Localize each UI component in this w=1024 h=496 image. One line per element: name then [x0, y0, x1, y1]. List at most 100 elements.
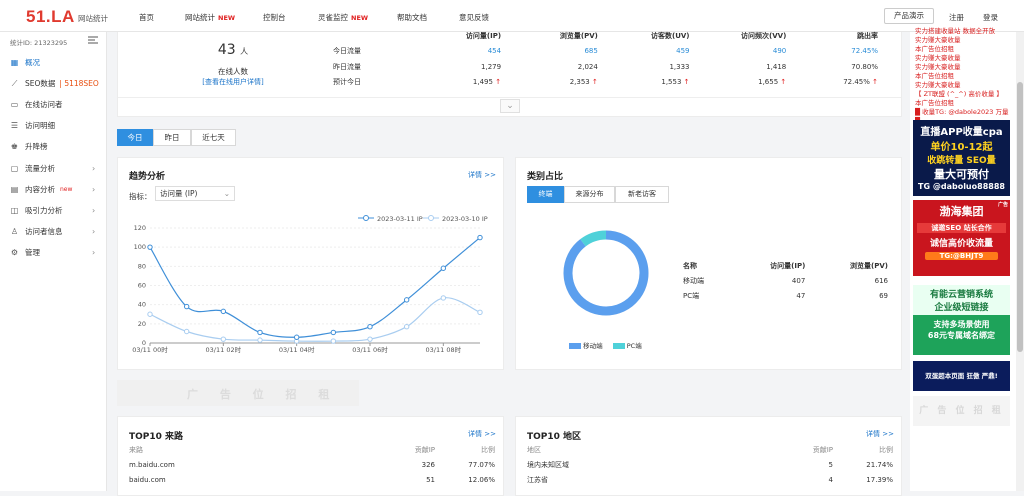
data-point [403, 297, 410, 303]
y-tick-label: 60 [138, 282, 146, 290]
device-donut-chart [563, 230, 649, 316]
gear-icon: ⚙ [10, 247, 19, 257]
scrollbar-thumb[interactable] [1017, 82, 1023, 352]
user-icon: ♙ [10, 226, 19, 236]
region-header-row: 地区 贡献IP 比例 [527, 445, 893, 454]
arrow-up-icon: ↑ [589, 78, 598, 87]
stats-header-row: 访问量(IP) 浏览量(PV) 访客数(UV) 访问频次(VV) 跳出率 [465, 31, 878, 40]
table-row[interactable]: baidu.com 51 12.06% [129, 475, 495, 484]
y-tick-label: 0 [142, 339, 146, 347]
sidebar-item-detail[interactable]: ☰ 访问明细 [10, 120, 55, 130]
data-point [330, 329, 337, 336]
data-point [440, 295, 447, 301]
text-ads[interactable]: 实力搭建收量站 数据全开放 实力赚大豪收量 本广告位招租 实力赚大豪收量 实力赚… [915, 27, 1009, 125]
site-logo[interactable]: 51.LA [26, 7, 75, 26]
legend-marker [363, 215, 369, 221]
sidebar-item-rank[interactable]: ♚ 升降榜 [10, 141, 48, 151]
source-header-row: 来路 贡献IP 比例 [129, 445, 495, 454]
tab-today[interactable]: 今日 [117, 129, 153, 146]
top-bar: 51.LA 网站统计 首页 网站统计 NEW 控制台 灵雀监控 NEW 帮助文档 意… [0, 0, 1024, 32]
arrow-up-icon: ↑ [778, 78, 787, 87]
sidebar: 统计ID: 21323295 ▦ 概况 ⟋ SEO数据 | 5118SEO ▭ 在线访问… [0, 32, 107, 491]
top-region-more-link[interactable]: 详情 >> [866, 430, 894, 438]
device-header-row: 名称 访问量(IP) 浏览量(PV) [683, 261, 888, 270]
chevron-down-icon: ⌄ [223, 189, 230, 198]
register-link[interactable]: 注册 [949, 13, 964, 22]
data-point [293, 334, 300, 340]
metric-select[interactable]: 访问量 (IP) ⌄ [155, 186, 235, 201]
tab-source-dist[interactable]: 来源分布 [564, 186, 615, 203]
sidebar-item-content[interactable]: ▤ 内容分析 new › [10, 184, 96, 194]
product-demo-button[interactable]: 产品演示 [884, 8, 934, 24]
arrow-up-icon: ↑ [869, 78, 878, 87]
x-tick-label: 03/11 00时 [132, 345, 168, 354]
series-line [149, 237, 481, 338]
ad-banner-small[interactable]: 双蛋超本页面 狂傲 严鼎! [913, 361, 1010, 391]
nav-web-stats[interactable]: 网站统计 NEW [185, 13, 236, 22]
chevron-right-icon: › [92, 205, 96, 215]
donut-legend: 移动端 PC端 [569, 340, 642, 350]
stats-row-forecast: 预计今日 1,495 ↑ 2,353 ↑ 1,553 ↑ 1,655 ↑ 72.… [333, 78, 878, 87]
list-icon: ☰ [10, 120, 19, 130]
chat-icon: ▭ [10, 99, 19, 109]
menu-collapse-icon[interactable] [88, 35, 98, 45]
y-tick-label: 20 [138, 320, 146, 328]
trend-title: 趋势分析 [129, 172, 166, 182]
online-detail-link[interactable]: [查看在线用户详情] [202, 78, 264, 86]
data-point [477, 309, 483, 316]
y-tick-label: 80 [138, 262, 146, 270]
ad-live-app[interactable]: 直播APP收量cpa 单价10-12起 收跳转量 SEO量 量大可预付 TG @… [913, 120, 1010, 196]
stats-row-today: 今日流量 454 685 459 490 72.45% [333, 47, 878, 56]
sidebar-item-seo[interactable]: ⟋ SEO数据 | 5118SEO [11, 78, 99, 88]
top-source-more-link[interactable]: 详情 >> [468, 430, 496, 438]
expand-chevron-icon[interactable]: ⌄ [500, 99, 520, 113]
data-point [477, 234, 483, 241]
login-link[interactable]: 登录 [983, 13, 998, 22]
ad-placeholder-right[interactable]: 广 告 位 招 租 [913, 396, 1010, 426]
top-region-title: TOP10 地区 [527, 432, 582, 442]
arrow-up-icon: ↑ [492, 78, 502, 87]
table-row[interactable]: 境内未知区域 5 21.74% [527, 460, 893, 469]
x-tick-label: 03/11 04时 [279, 345, 315, 354]
table-row[interactable]: m.baidu.com 326 77.07% [129, 460, 495, 469]
donut-slice-mobile [563, 230, 649, 316]
tab-yesterday[interactable]: 昨日 [153, 129, 191, 146]
nav-console[interactable]: 控制台 [263, 13, 286, 22]
chevron-right-icon: › [92, 184, 96, 194]
legend-swatch-pc [612, 343, 625, 349]
nav-help-docs[interactable]: 帮助文档 [397, 13, 427, 22]
online-count: 43 人 [217, 42, 249, 58]
data-point [403, 324, 410, 330]
tab-last-7-days[interactable]: 近七天 [191, 129, 236, 146]
trend-more-link[interactable]: 详情 >> [468, 171, 496, 179]
ad-placeholder-banner[interactable]: 广 告 位 招 租 [117, 380, 359, 406]
sidebar-item-attraction[interactable]: ◫ 吸引力分析 › [10, 205, 96, 215]
data-point [147, 244, 153, 250]
data-point [183, 328, 190, 335]
x-tick-label: 03/11 02时 [206, 345, 242, 354]
nav-monitor[interactable]: 灵雀监控 NEW [318, 13, 369, 22]
sidebar-item-online[interactable]: ▭ 在线访问者 [10, 99, 63, 109]
site-id: 统计ID: 21323295 [10, 39, 68, 47]
top-source-card: TOP10 来路 详情 >> 来路 贡献IP 比例 m.baidu.com 32… [117, 416, 504, 496]
ad-bohai-group[interactable]: 广告 渤海集团 诚邀SEO 站长合作 诚信高价收流量 TG:@BHJT9 [913, 200, 1010, 276]
metric-label: 指标： [129, 192, 152, 201]
scrollbar[interactable] [1016, 32, 1024, 491]
ad-shortlink[interactable]: 有能云营销系统 企业级短链接 支持多场景使用 68元专属域名绑定 [913, 285, 1010, 355]
data-point [367, 324, 373, 330]
medal-icon: ♚ [10, 141, 19, 151]
table-row[interactable]: 江苏省 4 17.39% [527, 475, 893, 484]
sidebar-item-overview[interactable]: ▦ 概况 [10, 57, 40, 67]
tab-device[interactable]: 终端 [527, 186, 564, 203]
top-source-title: TOP10 来路 [129, 432, 184, 442]
tab-new-old[interactable]: 新老访客 [615, 186, 669, 203]
y-tick-label: 40 [138, 301, 146, 309]
data-point [440, 265, 447, 271]
category-title: 类别占比 [527, 172, 564, 182]
sidebar-item-manage[interactable]: ⚙ 管理 › [10, 247, 96, 257]
donut-slice-pc [580, 230, 607, 247]
nav-feedback[interactable]: 意见反馈 [459, 13, 489, 22]
sidebar-item-visitor[interactable]: ♙ 访问者信息 › [10, 226, 96, 236]
nav-home[interactable]: 首页 [139, 13, 154, 22]
sidebar-item-traffic[interactable]: ▢ 流量分析 › [10, 163, 96, 173]
